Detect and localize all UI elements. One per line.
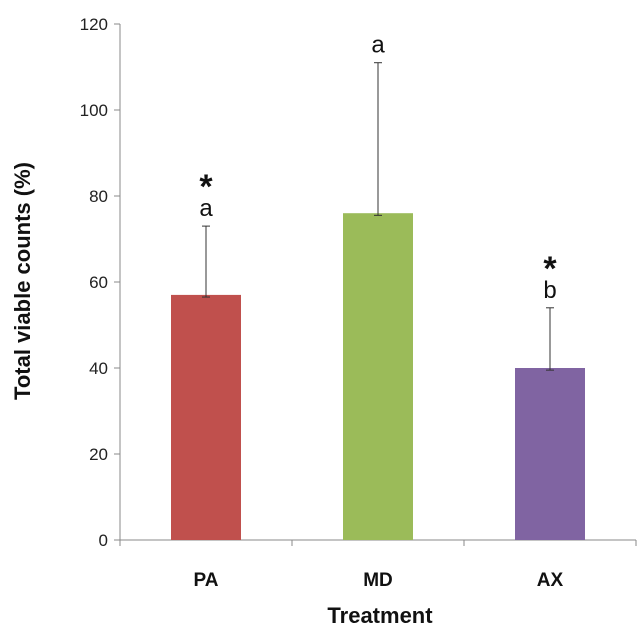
bars [171,213,585,540]
significance-letter-md: a [371,32,385,59]
y-tick-label: 20 [89,445,108,464]
x-tick-label-ax: AX [537,570,564,591]
y-axis-title: Total viable counts (%) [10,162,35,400]
x-tick-label-pa: PA [194,570,219,591]
significance-letter-ax: b [543,277,556,304]
y-tick-label: 0 [99,531,108,550]
y-tick-label: 80 [89,187,108,206]
significance-letter-pa: a [199,195,213,222]
significance-labels: a*ab* [199,32,557,304]
x-tick-label-md: MD [363,570,393,591]
x-axis-title: Treatment [327,603,433,628]
bar-md [343,213,413,540]
x-axis: PA MD AX [119,539,637,591]
bar-ax [515,368,585,540]
significance-star-pa: * [199,168,213,206]
y-tick-label: 60 [89,273,108,292]
y-tick-label: 120 [80,15,108,34]
bar-pa [171,294,241,540]
y-axis: 0 20 40 60 80 100 120 [80,15,121,550]
y-tick-label: 40 [89,359,108,378]
error-bars [202,62,554,371]
significance-star-ax: * [543,250,557,288]
y-tick-label: 100 [80,101,108,120]
